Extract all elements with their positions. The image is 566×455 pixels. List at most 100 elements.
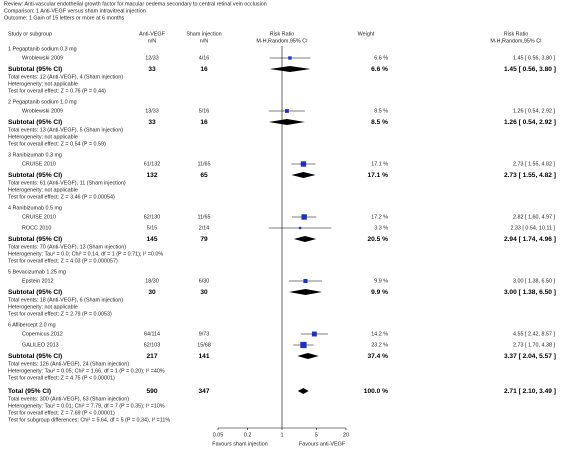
total-sham: 16 — [200, 66, 208, 73]
weight: 23.2 % — [371, 342, 388, 348]
col-group2-sub: n/N — [200, 38, 208, 44]
group-note: Total events: 13 (Anti-VEGF), 5 (Sham in… — [8, 127, 123, 133]
group-note: Total events: 18 (Anti-VEGF), 6 (Sham in… — [8, 297, 123, 303]
total-note: Test for overall effect: Z = 7.69 (P < 0… — [8, 410, 115, 416]
total-note: Heterogeneity: Tau² = 0.01; Chi² = 7.79,… — [8, 403, 165, 409]
weight: 17.2 % — [371, 214, 388, 220]
events-anti-vegf: 64/114 — [144, 331, 160, 337]
weight: 17.1 % — [367, 172, 388, 179]
study-name: Epstein 2012 — [22, 278, 53, 284]
study-square — [285, 109, 289, 113]
weight: 6.6 % — [374, 55, 388, 61]
total-sham: 141 — [198, 353, 209, 360]
total-anti-vegf: 33 — [148, 66, 156, 73]
group-note: Total events: 126 (Anti-VEGF), 24 (Sham … — [8, 361, 129, 367]
group-note: Test for overall effect: Z = 4.03 (P = 0… — [8, 258, 118, 264]
total-sham: 79 — [200, 236, 208, 243]
risk-ratio-ci: 1.26 [ 0.54, 2.92 ] — [513, 108, 555, 114]
group-title: 3 Ranibizumab 0.3 mg — [8, 152, 62, 158]
group-note: Test for overall effect: Z = 4.75 (P < 0… — [8, 375, 115, 381]
study-square — [303, 278, 308, 284]
risk-ratio-ci: 3.00 [ 1.38, 6.50 ] — [513, 278, 555, 284]
summary-diamond — [288, 289, 322, 295]
weight: 9.9 % — [371, 289, 388, 296]
study-square — [288, 56, 292, 60]
group-note: Test for overall effect: Z = 0.76 (P = 0… — [8, 88, 106, 94]
events-anti-vegf: 5/15 — [147, 225, 158, 231]
risk-ratio-ci: 1.45 [ 0.56, 3.80 ] — [504, 66, 556, 73]
risk-ratio-ci: 2.73 [ 1.55, 4.82 ] — [504, 172, 556, 179]
study-name: CRUISE 2010 — [22, 161, 56, 167]
risk-ratio-ci: 2.73 [ 1.55, 4.82 ] — [513, 161, 555, 167]
study-square — [301, 214, 307, 220]
risk-ratio-ci: 2.33 [ 0.54, 10.11 ] — [510, 225, 555, 231]
weight: 8.5 % — [371, 119, 388, 126]
events-sham: 4/16 — [199, 55, 210, 61]
study-name: Wroblewski 2009 — [22, 108, 63, 114]
group-title: 2 Pegaptanib sodium 1.0 mg — [8, 99, 77, 105]
study-name: ROCC 2010 — [22, 225, 51, 231]
total-anti-vegf: 217 — [146, 353, 157, 360]
risk-ratio-ci: 2.71 [ 2.10, 3.49 ] — [504, 388, 556, 395]
summary-label: Subtotal (95% CI) — [8, 119, 62, 126]
col-group1-sub: n/N — [148, 38, 156, 44]
col-group1: Anti-VEGF — [139, 31, 165, 37]
events-sham: 9/73 — [199, 331, 210, 337]
risk-ratio-ci: 2.82 [ 1.60, 4.97 ] — [513, 214, 555, 220]
summary-label: Subtotal (95% CI) — [8, 236, 62, 243]
group-title: 6 Aflibercept 2.0 mg — [8, 322, 56, 328]
total-anti-vegf: 30 — [148, 289, 156, 296]
events-sham: 2/14 — [199, 225, 210, 231]
group-note: Heterogeneity: not applicable — [8, 187, 78, 193]
summary-diamond — [297, 388, 309, 394]
total-anti-vegf: 145 — [146, 236, 157, 243]
risk-ratio-ci: 2.73 [ 1.70, 4.38 ] — [513, 342, 555, 348]
total-sham: 30 — [200, 289, 208, 296]
risk-ratio-ci: 3.37 [ 2.04, 5.57 ] — [504, 353, 556, 360]
summary-label: Subtotal (95% CI) — [8, 353, 62, 360]
events-sham: 15/68 — [197, 342, 211, 348]
group-note: Test for overall effect: Z = 0.54 (P = 0… — [8, 141, 106, 147]
weight: 37.4 % — [367, 353, 388, 360]
x-tick-label: 0.2 — [244, 432, 252, 438]
total-anti-vegf: 33 — [148, 119, 156, 126]
group-note: Heterogeneity: Tau² = 0.0; Chi² = 0.14, … — [8, 251, 163, 257]
group-note: Total events: 12 (Anti-VEGF), 4 (Sham in… — [8, 74, 123, 80]
x-tick-label: 20 — [343, 432, 349, 438]
group-title: 4 Ranibizumab 0.5 mg — [8, 205, 62, 211]
total-sham: 65 — [200, 172, 208, 179]
col-weight: Weight — [358, 31, 375, 37]
col-ci-sub: M-H,Random,95% CI — [490, 38, 541, 44]
summary-diamond — [293, 236, 317, 242]
total-sham: 16 — [200, 119, 208, 126]
risk-ratio-ci: 1.26 [ 0.54, 2.92 ] — [504, 119, 556, 126]
events-anti-vegf: 62/103 — [144, 342, 161, 348]
group-note: Heterogeneity: Tau² = 0.05; Chi² = 1.66,… — [8, 368, 165, 374]
x-tick-label: 5 — [315, 432, 318, 438]
col-group2: Sham injection — [186, 31, 221, 37]
group-title: 1 Pegaptanib sodium 0.3 mg — [8, 46, 77, 52]
events-anti-vegf: 62/130 — [144, 214, 161, 220]
study-name: GALILEO 2013 — [22, 342, 59, 348]
events-anti-vegf: 12/33 — [145, 55, 159, 61]
risk-ratio-ci: 1.45 [ 0.56, 3.80 ] — [513, 55, 555, 61]
summary-label: Subtotal (95% CI) — [8, 66, 62, 73]
summary-label: Subtotal (95% CI) — [8, 172, 62, 179]
total-sham: 347 — [198, 388, 209, 395]
weight: 6.6 % — [371, 66, 388, 73]
col-plot-sub: M-H,Random,95% CI — [256, 38, 307, 44]
group-note: Total events: 61 (Anti-VEGF), 11 (Sham i… — [8, 180, 126, 186]
group-title: 5 Bevacizumab 1.25 mg — [8, 269, 66, 275]
summary-diamond — [269, 66, 311, 72]
col-plot: Risk Ratio — [270, 31, 295, 37]
group-note: Heterogeneity: not applicable — [8, 81, 78, 87]
summary-diamond — [268, 119, 305, 125]
x-tick-label: 1 — [281, 432, 284, 438]
x-tick-label: 0.05 — [213, 432, 224, 438]
summary-label: Subtotal (95% CI) — [8, 289, 62, 296]
favours-right: Favours anti-VEGF — [299, 441, 346, 447]
col-ci: Risk Ratio — [504, 31, 529, 37]
events-anti-vegf: 13/33 — [145, 108, 159, 114]
study-square — [311, 331, 317, 337]
